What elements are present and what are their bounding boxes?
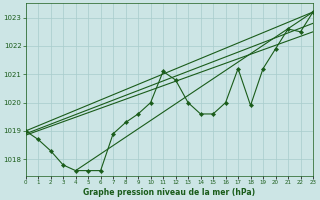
X-axis label: Graphe pression niveau de la mer (hPa): Graphe pression niveau de la mer (hPa) xyxy=(83,188,255,197)
